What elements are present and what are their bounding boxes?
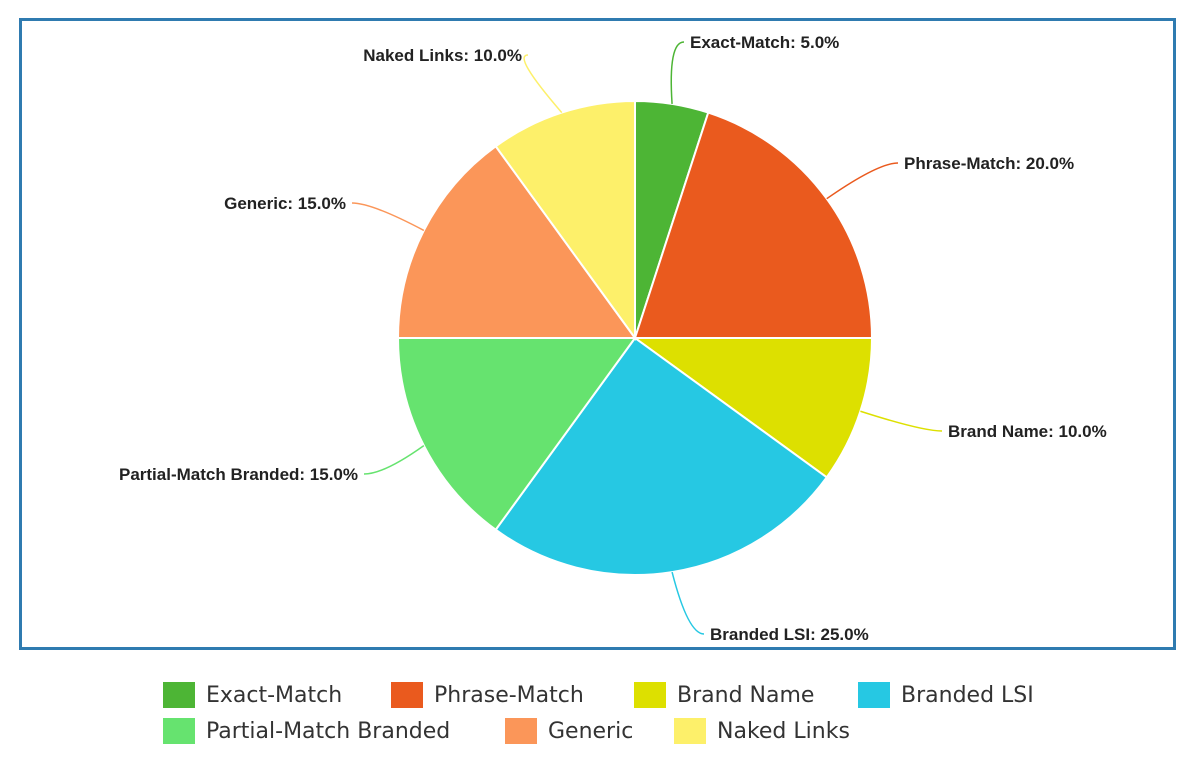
slice-label: Exact-Match: 5.0% — [690, 33, 839, 52]
legend-swatch — [163, 682, 195, 708]
slice-label: Phrase-Match: 20.0% — [904, 154, 1074, 173]
legend-item-exact-match[interactable]: Exact-Match — [163, 680, 342, 710]
legend-label: Exact-Match — [206, 682, 343, 708]
legend-swatch — [505, 718, 537, 744]
slice-labels: Exact-Match: 5.0% Phrase-Match: 20.0% Bran… — [119, 33, 1107, 644]
slice-label: Partial-Match Branded: 15.0% — [119, 465, 358, 484]
leader-line — [670, 41, 685, 104]
chart-frame: Exact-Match: 5.0% Phrase-Match: 20.0% Bran… — [19, 18, 1176, 650]
legend-swatch — [858, 682, 890, 708]
legend-label: Naked Links — [717, 718, 850, 744]
legend-item-partial-match-branded[interactable]: Partial-Match Branded — [163, 716, 450, 746]
legend-item-generic[interactable]: Generic — [505, 716, 633, 746]
legend-item-naked-links[interactable]: Naked Links — [674, 716, 850, 746]
legend-label: Partial-Match Branded — [206, 718, 451, 744]
legend-label: Phrase-Match — [434, 682, 584, 708]
slice-label: Brand Name: 10.0% — [948, 422, 1107, 441]
pie-slice-partial-match-branded[interactable] — [396, 337, 637, 532]
leader-lines — [351, 41, 943, 635]
legend-swatch — [391, 682, 423, 708]
legend-swatch — [163, 718, 195, 744]
slice-label: Generic: 15.0% — [224, 194, 346, 213]
leader-line — [826, 162, 899, 200]
leader-line — [860, 410, 943, 432]
pie-slice-generic[interactable] — [396, 144, 637, 339]
pie-slice-branded-lsi[interactable] — [494, 336, 829, 576]
legend-item-brand-name[interactable]: Brand Name — [634, 680, 814, 710]
legend-swatch — [674, 718, 706, 744]
legend-label: Branded LSI — [901, 682, 1034, 708]
pie-chart: Exact-Match: 5.0% Phrase-Match: 20.0% Bran… — [119, 33, 1107, 644]
leader-line — [363, 444, 425, 475]
legend-item-branded-lsi[interactable]: Branded LSI — [858, 680, 1034, 710]
pie-slice-naked-links[interactable] — [494, 99, 636, 342]
legend-item-phrase-match[interactable]: Phrase-Match — [391, 680, 584, 710]
pie-slices — [396, 99, 874, 576]
legend-swatch — [634, 682, 666, 708]
slice-label: Naked Links: 10.0% — [363, 46, 522, 65]
leader-line — [351, 202, 425, 232]
leader-line — [523, 54, 563, 114]
legend-label: Generic — [548, 718, 634, 744]
pie-slice-brand-name[interactable] — [631, 337, 874, 479]
legend-row-2: Partial-Match Branded Generic Naked Link… — [0, 716, 1197, 746]
slice-label: Branded LSI: 25.0% — [710, 625, 869, 644]
leader-line — [671, 571, 705, 635]
legend-label: Brand Name — [677, 682, 815, 708]
legend-row-1: Exact-Match Phrase-Match Brand Name Bran… — [0, 680, 1197, 710]
